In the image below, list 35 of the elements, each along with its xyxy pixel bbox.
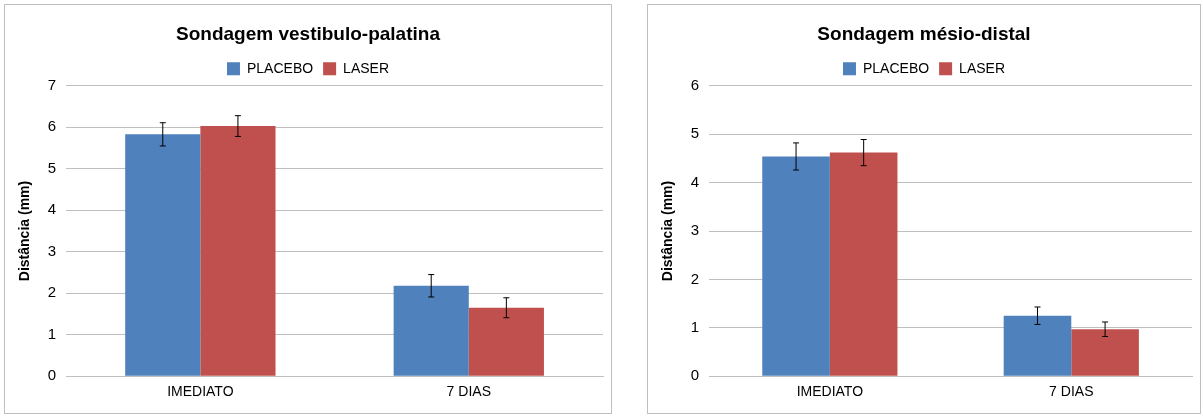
bar: [200, 126, 276, 376]
y-tick-label: 3: [47, 241, 57, 259]
y-tick-label: 0: [47, 366, 57, 384]
y-tick-label: 3: [690, 221, 700, 239]
y-tick-label: 1: [690, 317, 700, 335]
legend-label: LASER: [343, 59, 390, 76]
chart-title: Sondagem mésio-distal: [817, 22, 1031, 44]
legend-label: PLACEBO: [862, 59, 930, 76]
bar: [125, 134, 201, 376]
y-axis-title: Distância (mm): [16, 180, 33, 282]
x-tick-label: 7 DIAS: [1049, 383, 1094, 400]
x-tick-label: IMEDIATO: [796, 383, 864, 400]
legend-label: PLACEBO: [246, 59, 314, 76]
y-tick-label: 2: [690, 269, 700, 287]
y-tick-label: 6: [690, 75, 700, 93]
bar: [1071, 329, 1139, 376]
bar: [393, 285, 469, 376]
y-tick-label: 5: [47, 158, 57, 176]
y-tick-label: 4: [690, 172, 700, 190]
legend-label: LASER: [959, 59, 1006, 76]
y-tick-label: 1: [47, 324, 57, 342]
y-tick-label: 2: [47, 283, 57, 301]
chart-title: Sondagem vestibulo-palatina: [176, 22, 441, 44]
y-axis-title: Distância (mm): [659, 180, 676, 282]
y-tick-label: 0: [690, 366, 700, 384]
bar: [1003, 315, 1072, 376]
y-tick-label: 6: [47, 117, 57, 135]
bar: [829, 152, 898, 376]
x-tick-label: 7 DIAS: [446, 383, 491, 400]
y-tick-label: 5: [690, 124, 700, 142]
bar: [468, 307, 544, 376]
bar: [762, 156, 830, 376]
y-tick-label: 4: [47, 200, 57, 218]
y-tick-label: 7: [47, 75, 57, 93]
x-tick-label: IMEDIATO: [167, 383, 234, 400]
